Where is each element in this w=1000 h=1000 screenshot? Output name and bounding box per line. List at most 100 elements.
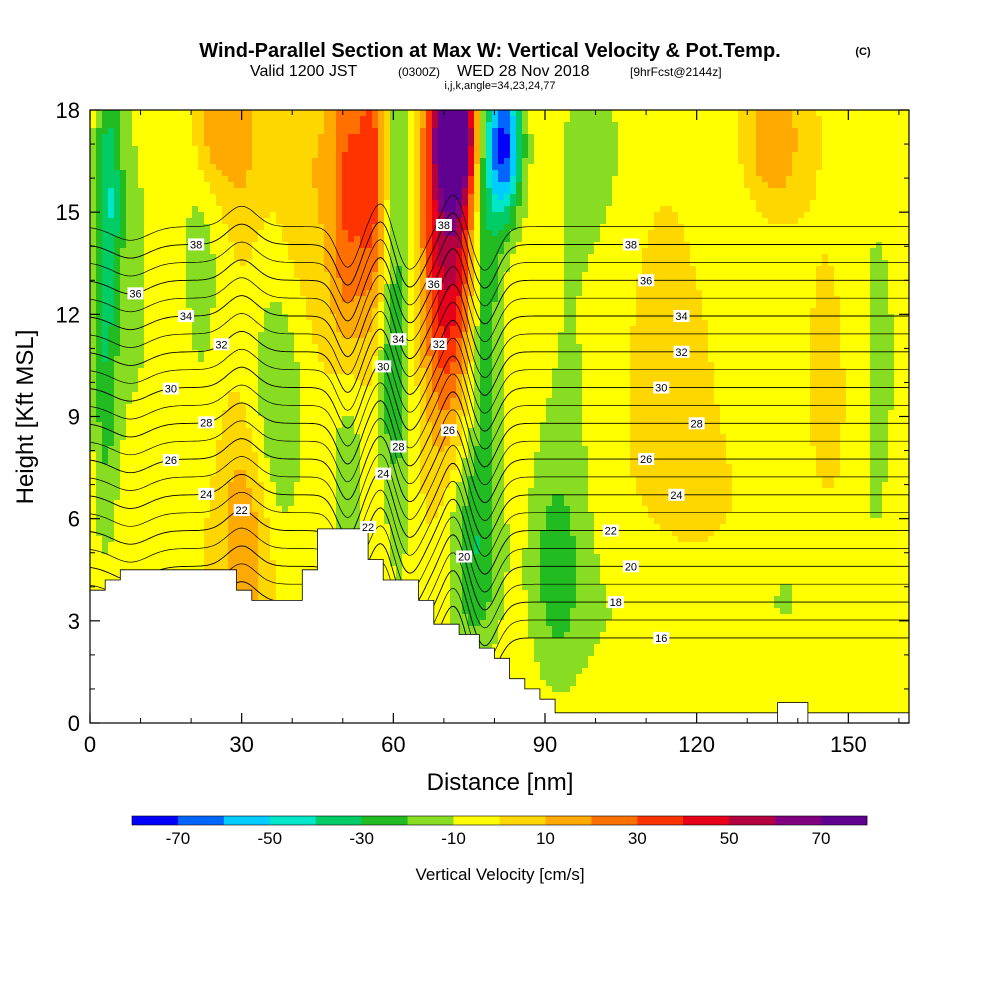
velocity-cell — [672, 206, 679, 213]
velocity-cell — [342, 152, 349, 159]
velocity-cell — [372, 146, 379, 153]
velocity-cell — [336, 296, 343, 303]
velocity-cell — [870, 146, 877, 153]
velocity-cell — [552, 182, 559, 189]
velocity-cell — [558, 272, 565, 279]
velocity-cell — [408, 296, 415, 303]
velocity-cell — [318, 194, 325, 201]
velocity-cell — [636, 236, 643, 243]
velocity-cell — [180, 140, 187, 147]
velocity-cell — [192, 122, 199, 129]
velocity-cell — [162, 272, 169, 279]
velocity-cell — [324, 122, 331, 129]
velocity-cell — [714, 266, 721, 273]
velocity-cell — [828, 266, 835, 273]
velocity-cell — [900, 242, 907, 249]
velocity-cell — [546, 224, 553, 231]
velocity-cell — [600, 248, 607, 255]
velocity-cell — [570, 158, 577, 165]
velocity-cell — [564, 152, 571, 159]
velocity-cell — [654, 236, 661, 243]
velocity-cell — [516, 212, 523, 219]
velocity-cell — [252, 272, 259, 279]
velocity-cell — [402, 128, 409, 135]
velocity-cell — [738, 122, 745, 129]
velocity-cell — [810, 128, 817, 135]
velocity-cell — [552, 254, 559, 261]
velocity-cell — [120, 266, 127, 273]
velocity-cell — [96, 296, 103, 303]
velocity-cell — [96, 188, 103, 195]
velocity-cell — [366, 290, 373, 297]
velocity-cell — [870, 218, 877, 225]
velocity-cell — [102, 320, 109, 327]
velocity-cell — [780, 134, 787, 141]
velocity-cell — [354, 206, 361, 213]
velocity-cell — [426, 152, 433, 159]
velocity-cell — [246, 218, 253, 225]
velocity-cell — [558, 308, 565, 315]
velocity-cell — [372, 116, 379, 123]
velocity-cell — [522, 134, 529, 141]
velocity-cell — [864, 152, 871, 159]
velocity-cell — [564, 272, 571, 279]
velocity-cell — [414, 164, 421, 171]
velocity-cell — [282, 170, 289, 177]
velocity-cell — [336, 320, 343, 327]
velocity-cell — [780, 236, 787, 243]
velocity-cell — [348, 146, 355, 153]
velocity-cell — [726, 182, 733, 189]
velocity-cell — [174, 146, 181, 153]
velocity-cell — [750, 284, 757, 291]
velocity-cell — [810, 290, 817, 297]
velocity-cell — [612, 212, 619, 219]
velocity-cell — [840, 320, 847, 327]
velocity-cell — [582, 134, 589, 141]
velocity-cell — [324, 206, 331, 213]
velocity-cell — [126, 206, 133, 213]
velocity-cell — [504, 206, 511, 213]
velocity-cell — [438, 248, 445, 255]
velocity-cell — [468, 212, 475, 219]
velocity-cell — [510, 152, 517, 159]
velocity-cell — [738, 110, 745, 117]
velocity-cell — [678, 254, 685, 261]
velocity-cell — [306, 200, 313, 207]
velocity-cell — [216, 116, 223, 123]
velocity-cell — [294, 134, 301, 141]
velocity-cell — [132, 206, 139, 213]
velocity-cell — [312, 284, 319, 291]
velocity-cell — [660, 146, 667, 153]
velocity-cell — [258, 290, 265, 297]
velocity-cell — [402, 176, 409, 183]
velocity-cell — [186, 278, 193, 285]
velocity-cell — [210, 290, 217, 297]
velocity-cell — [882, 272, 889, 279]
velocity-cell — [282, 134, 289, 141]
velocity-cell — [570, 314, 577, 321]
velocity-cell — [342, 128, 349, 135]
velocity-cell — [822, 188, 829, 195]
velocity-cell — [294, 116, 301, 123]
velocity-cell — [198, 320, 205, 327]
velocity-cell — [894, 176, 901, 183]
velocity-cell — [348, 224, 355, 231]
velocity-cell — [162, 194, 169, 201]
velocity-cell — [414, 170, 421, 177]
velocity-cell — [564, 296, 571, 303]
velocity-cell — [204, 182, 211, 189]
velocity-cell — [144, 194, 151, 201]
velocity-cell — [348, 314, 355, 321]
velocity-cell — [120, 194, 127, 201]
velocity-cell — [516, 110, 523, 117]
velocity-cell — [804, 284, 811, 291]
velocity-cell — [564, 236, 571, 243]
velocity-cell — [372, 266, 379, 273]
velocity-cell — [882, 152, 889, 159]
velocity-cell — [492, 146, 499, 153]
velocity-cell — [102, 224, 109, 231]
velocity-cell — [192, 296, 199, 303]
velocity-cell — [828, 116, 835, 123]
velocity-cell — [732, 164, 739, 171]
velocity-cell — [468, 134, 475, 141]
